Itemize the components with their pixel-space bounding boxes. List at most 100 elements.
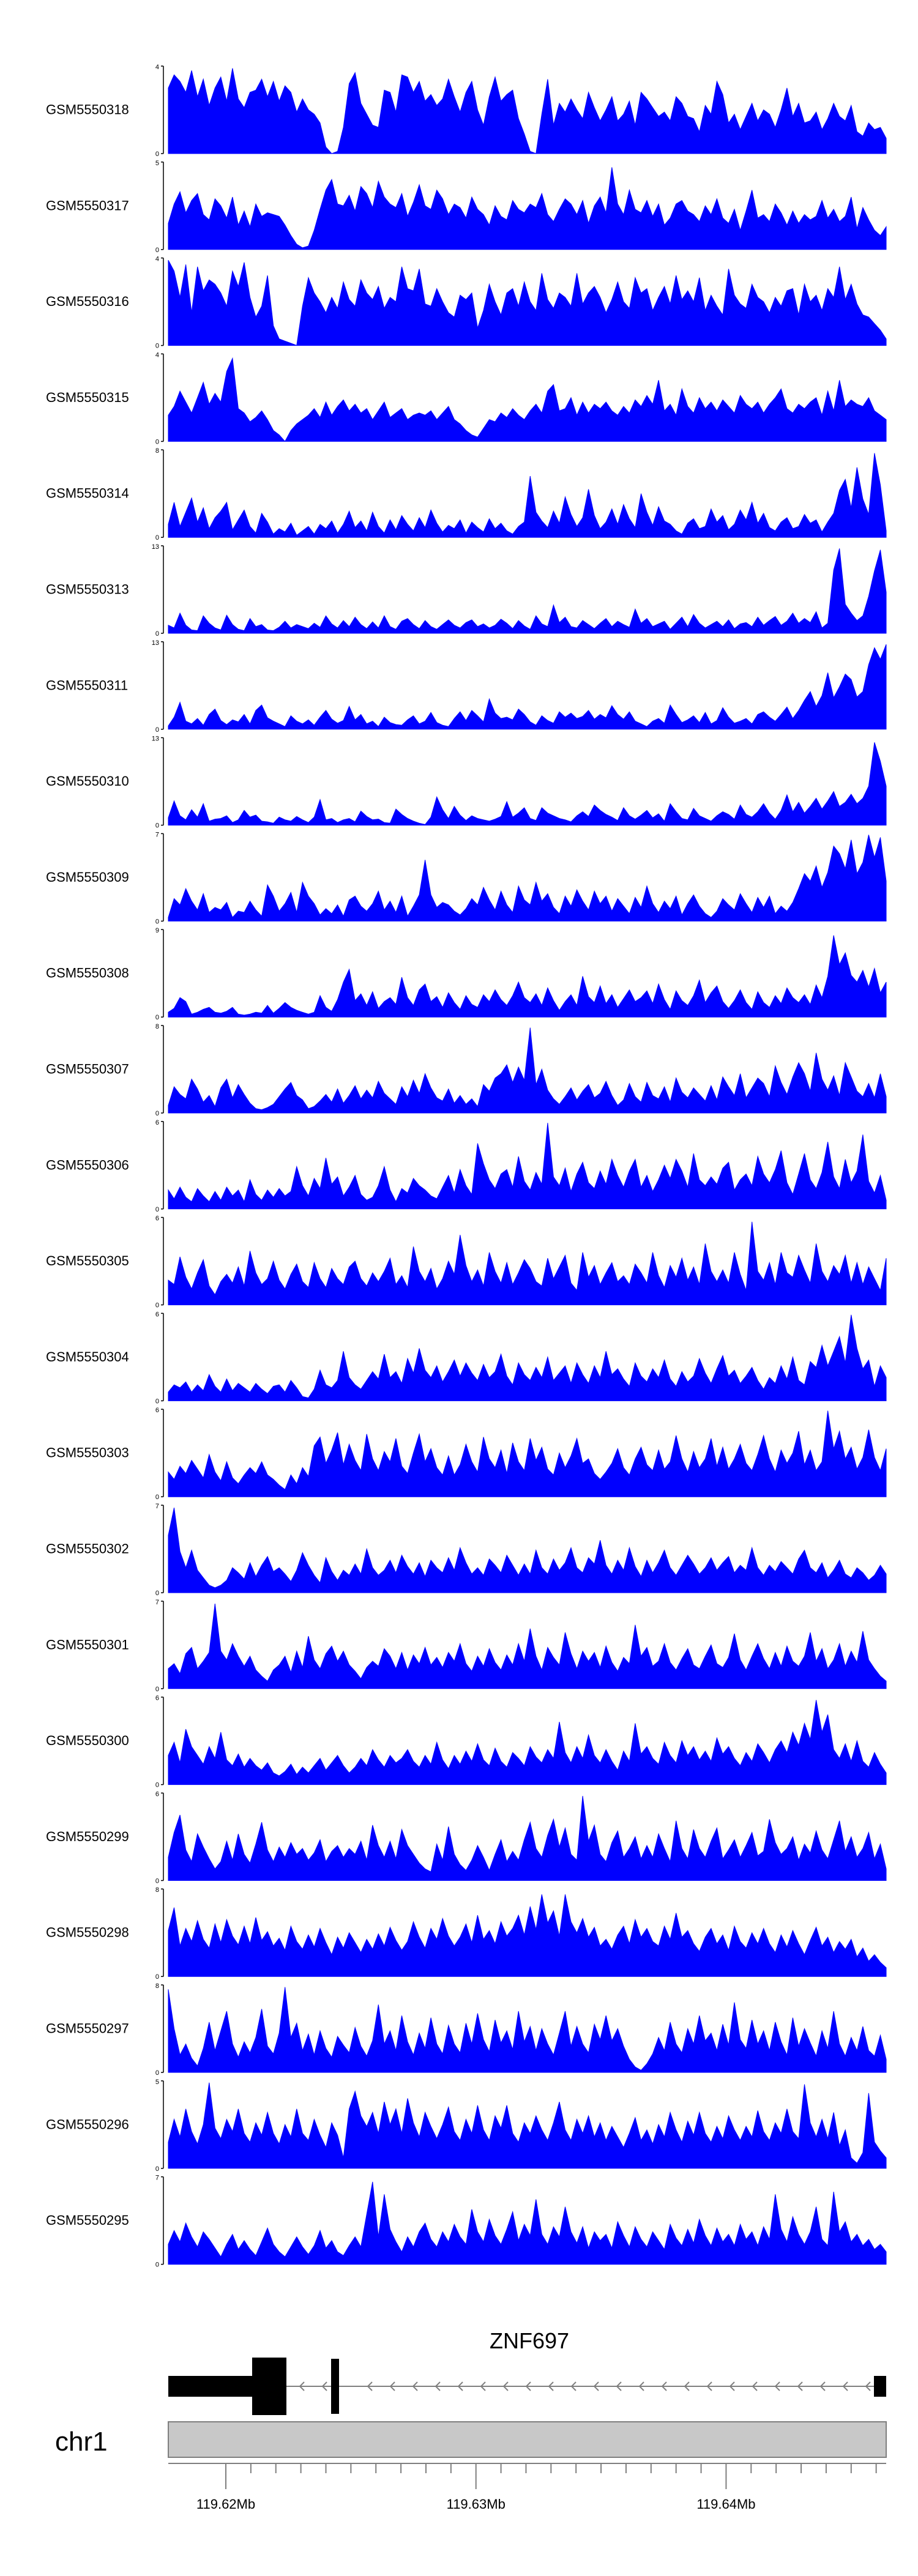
axis-tick-label: 119.64Mb bbox=[696, 2496, 755, 2512]
axis-ticks: 119.62Mb 119.63Mb 119.64Mb bbox=[196, 2463, 877, 2512]
y-tick-label-max: 13 bbox=[152, 639, 159, 647]
strand-arrow bbox=[299, 2381, 305, 2391]
coverage-area bbox=[168, 1796, 887, 1881]
y-tick-label-min: 0 bbox=[155, 1782, 159, 1789]
track-GSM5550316: GSM5550316 4 0 bbox=[46, 256, 887, 350]
y-tick-label-max: 9 bbox=[155, 927, 159, 934]
y-tick-label-min: 0 bbox=[155, 534, 159, 542]
track-label: GSM5550317 bbox=[46, 198, 129, 213]
coverage-area bbox=[168, 1603, 887, 1689]
y-tick-label-max: 8 bbox=[155, 1886, 159, 1894]
coverage-area bbox=[168, 1507, 887, 1593]
coverage-area bbox=[168, 1123, 887, 1210]
track-label: GSM5550307 bbox=[46, 1062, 129, 1077]
strand-arrow bbox=[684, 2381, 690, 2391]
coverage-area bbox=[168, 357, 887, 442]
coverage-area bbox=[168, 644, 887, 730]
exon-cds-left bbox=[252, 2358, 286, 2415]
track-label: GSM5550301 bbox=[46, 1637, 129, 1652]
track-GSM5550307: GSM5550307 8 0 bbox=[46, 1023, 887, 1117]
strand-arrow bbox=[774, 2381, 780, 2391]
track-label: GSM5550306 bbox=[46, 1157, 129, 1172]
track-GSM5550306: GSM5550306 6 0 bbox=[46, 1119, 887, 1213]
strand-arrow bbox=[638, 2381, 644, 2391]
strand-arrow bbox=[367, 2381, 373, 2391]
y-tick-label-min: 0 bbox=[155, 918, 159, 925]
strand-arrow bbox=[321, 2381, 327, 2391]
track-label: GSM5550314 bbox=[46, 486, 129, 501]
exon-utr-right bbox=[874, 2376, 886, 2397]
y-tick-label-min: 0 bbox=[155, 822, 159, 830]
track-label: GSM5550305 bbox=[46, 1253, 129, 1268]
strand-arrow bbox=[729, 2381, 735, 2391]
y-tick-label-max: 13 bbox=[152, 735, 159, 743]
track-label: GSM5550308 bbox=[46, 966, 129, 981]
coverage-area bbox=[168, 1410, 887, 1497]
track-label: GSM5550318 bbox=[46, 102, 129, 117]
y-tick-label-min: 0 bbox=[155, 630, 159, 638]
coverage-area bbox=[168, 835, 887, 921]
y-tick-label-max: 6 bbox=[155, 1695, 159, 1702]
track-GSM5550299: GSM5550299 6 0 bbox=[46, 1790, 887, 1885]
coverage-area bbox=[168, 1987, 887, 2073]
track-label: GSM5550313 bbox=[46, 582, 129, 597]
y-tick-label-min: 0 bbox=[155, 1014, 159, 1021]
strand-arrow bbox=[865, 2381, 871, 2391]
strand-arrow bbox=[797, 2381, 803, 2391]
y-tick-label-max: 6 bbox=[155, 1119, 159, 1126]
y-tick-label-max: 8 bbox=[155, 1023, 159, 1030]
track-label: GSM5550299 bbox=[46, 1829, 129, 1844]
genome-axis: 119.62Mb 119.63Mb 119.64Mb bbox=[168, 2463, 886, 2512]
y-tick-label-min: 0 bbox=[155, 438, 159, 445]
y-tick-label-min: 0 bbox=[155, 1110, 159, 1117]
strand-arrow bbox=[570, 2381, 577, 2391]
coverage-area bbox=[168, 1894, 887, 1977]
y-tick-label-max: 7 bbox=[155, 2175, 159, 2182]
y-tick-label-max: 7 bbox=[155, 1503, 159, 1510]
strand-arrow bbox=[502, 2381, 509, 2391]
strand-arrow bbox=[480, 2381, 486, 2391]
coverage-area bbox=[168, 548, 887, 634]
coverage-area bbox=[168, 2181, 887, 2265]
y-tick-label-min: 0 bbox=[155, 247, 159, 254]
coverage-area bbox=[168, 1314, 887, 1401]
strand-arrow bbox=[752, 2381, 758, 2391]
track-GSM5550303: GSM5550303 6 0 bbox=[46, 1407, 887, 1501]
exon-utr-left bbox=[168, 2376, 252, 2397]
y-tick-label-min: 0 bbox=[155, 1973, 159, 1981]
y-tick-label-min: 0 bbox=[155, 1590, 159, 1597]
track-GSM5550302: GSM5550302 7 0 bbox=[46, 1503, 887, 1597]
track-GSM5550314: GSM5550314 8 0 bbox=[46, 447, 887, 542]
y-tick-label-min: 0 bbox=[155, 726, 159, 734]
track-GSM5550298: GSM5550298 8 0 bbox=[46, 1886, 887, 1981]
coverage-area bbox=[168, 1221, 887, 1306]
strand-arrow bbox=[389, 2381, 395, 2391]
chromosome-band bbox=[168, 2421, 887, 2458]
track-GSM5550295: GSM5550295 7 0 bbox=[46, 2175, 887, 2269]
track-GSM5550313: GSM5550313 13 0 bbox=[46, 543, 887, 638]
strand-arrow bbox=[525, 2381, 531, 2391]
y-tick-label-max: 4 bbox=[155, 351, 159, 359]
y-tick-label-max: 6 bbox=[155, 1407, 159, 1414]
coverage-area bbox=[168, 1027, 887, 1114]
y-tick-label-max: 5 bbox=[155, 2079, 159, 2086]
coverage-area bbox=[168, 2082, 887, 2169]
track-GSM5550296: GSM5550296 5 0 bbox=[46, 2079, 887, 2173]
strand-arrows bbox=[299, 2381, 871, 2391]
strand-arrow bbox=[412, 2381, 418, 2391]
track-GSM5550301: GSM5550301 7 0 bbox=[46, 1599, 887, 1693]
gene-track: ZNF697 bbox=[168, 2328, 886, 2415]
coverage-area bbox=[168, 1700, 887, 1785]
y-tick-label-max: 13 bbox=[152, 543, 159, 551]
chromosome-track: chr1 bbox=[55, 2421, 887, 2458]
track-GSM5550308: GSM5550308 9 0 bbox=[46, 927, 887, 1021]
strand-arrow bbox=[548, 2381, 554, 2391]
gene-name-label: ZNF697 bbox=[490, 2328, 569, 2353]
y-tick-label-max: 6 bbox=[155, 1311, 159, 1318]
track-GSM5550304: GSM5550304 6 0 bbox=[46, 1311, 887, 1405]
track-label: GSM5550302 bbox=[46, 1541, 129, 1557]
track-label: GSM5550298 bbox=[46, 1925, 129, 1940]
strand-arrow bbox=[435, 2381, 441, 2391]
